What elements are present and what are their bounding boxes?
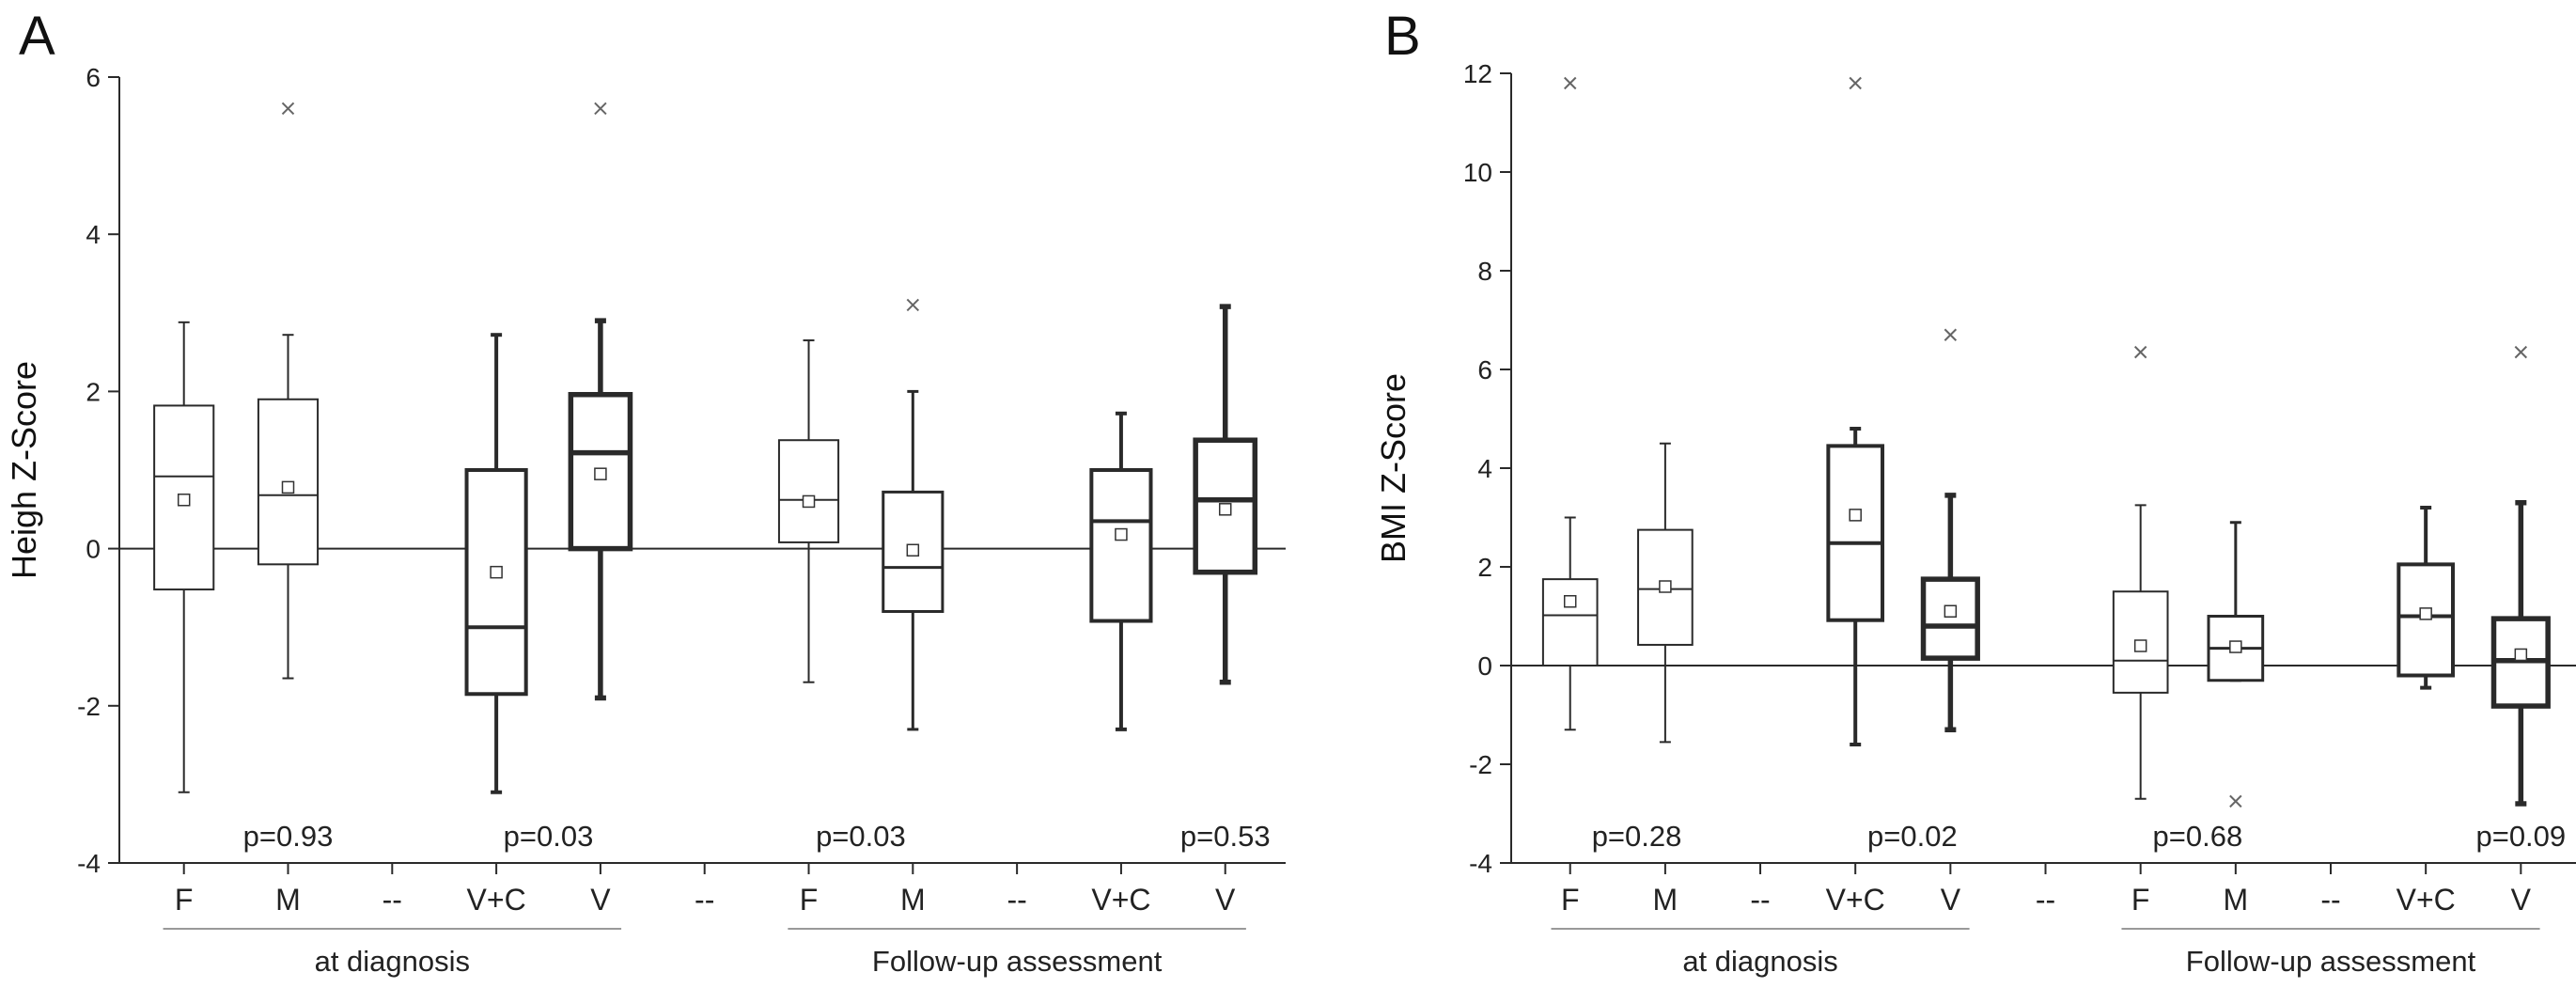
panel-b-box-6-mean-marker: [2419, 607, 2432, 620]
panel-b-box-2-outlier: [1849, 76, 1862, 90]
panel-a-box-1-mean-marker: [281, 480, 295, 494]
panel-a-x-tick-label: V+C: [1091, 883, 1150, 917]
panel-a-box-7-mean-marker: [1218, 503, 1232, 516]
panel-a-box-5-outlier: [906, 298, 920, 312]
panel-b-x-tick-label: V+C: [2396, 883, 2456, 917]
panel-a-y-axis-title: Heigh Z-Score: [5, 361, 43, 579]
panel-a-group-label: at diagnosis: [315, 945, 470, 978]
panel-b-x-tick-label: V: [1941, 883, 1961, 917]
panel-b-box-1-mean-marker: [1659, 580, 1672, 593]
panel-b-box-4-outlier: [2133, 345, 2147, 359]
panel-b-box-0-mean-marker: [1563, 595, 1577, 608]
panel-b-p-value: p=0.28: [1592, 820, 1682, 853]
panel-a-x-tick-label: --: [382, 883, 402, 917]
panel-b-y-tick-label: 10: [1463, 158, 1492, 187]
panel-a-box-4-rect: [777, 439, 840, 543]
panel-b-y-tick-label: 2: [1477, 553, 1492, 582]
panel-a-p-value: p=0.03: [504, 820, 594, 853]
panel-b-box-2-rect: [1826, 444, 1885, 622]
panel-b-box-7-mean-marker: [2514, 648, 2528, 662]
panel-a-y-tick-label: -4: [77, 849, 101, 878]
panel-a-box-4-mean-marker: [802, 494, 816, 509]
panel-b-box-5-outlier: [2229, 794, 2242, 808]
panel-a-y-tick-label: -2: [77, 692, 101, 721]
panel-b-y-tick-label: -4: [1469, 849, 1492, 878]
panel-b-p-value: p=0.09: [2475, 820, 2566, 853]
panel-b-y-axis-title: BMI Z-Score: [1374, 373, 1413, 563]
panel-a-x-tick-label: V: [590, 883, 611, 917]
panel-a-x-tick-label: --: [1007, 883, 1026, 917]
panel-a-x-tick-label: M: [275, 883, 301, 917]
panel-b-y-tick-label: 6: [1477, 355, 1492, 384]
panel-a-label: A: [19, 6, 55, 67]
panel-a-group-label: Follow-up assessment: [872, 945, 1163, 978]
panel-b-p-value: p=0.68: [2153, 820, 2243, 853]
panel-a-box-1-outlier: [281, 102, 295, 116]
panel-a-x-tick-label: M: [900, 883, 926, 917]
panel-b-y-tick-label: 4: [1477, 454, 1492, 483]
panel-b-x-tick-label: V+C: [1826, 883, 1885, 917]
panel-a-box-0-mean-marker: [177, 494, 191, 507]
panel-b-label: B: [1384, 6, 1421, 67]
panel-b-box-3-outlier: [1944, 328, 1958, 341]
panel-b-x-tick-label: --: [1750, 883, 1770, 917]
panel-a-p-value: p=0.03: [816, 820, 906, 853]
panel-a-y-tick-label: 4: [86, 220, 101, 249]
panel-b-box-0-rect: [1541, 578, 1599, 667]
panel-a-box-5-mean-marker: [906, 543, 920, 557]
panel-b-x-tick-label: M: [2224, 883, 2249, 917]
panel-a-box-6-rect: [1089, 468, 1153, 623]
panel-b-group-label: at diagnosis: [1682, 945, 1837, 978]
panel-a-x-tick-label: F: [800, 883, 819, 917]
panel-a-y-tick-label: 0: [86, 535, 101, 564]
panel-b-x-tick-label: F: [1561, 883, 1580, 917]
panel-a-x-tick-label: V: [1215, 883, 1236, 917]
panel-a-x-tick-label: --: [695, 883, 714, 917]
panel-a-p-value: p=0.53: [1180, 820, 1271, 853]
panel-b-box-2-mean-marker: [1849, 509, 1862, 522]
panel-a-x-tick-label: F: [175, 883, 194, 917]
panel-a-box-6-mean-marker: [1115, 527, 1128, 541]
panel-a-y-tick-label: 6: [86, 63, 101, 92]
panel-b-group-label: Follow-up assessment: [2186, 945, 2476, 978]
panel-b-box-7-outlier: [2514, 345, 2528, 359]
panel-a-y-tick-label: 2: [86, 377, 101, 406]
panel-a-p-value: p=0.93: [243, 820, 334, 853]
panel-b-y-tick-label: -2: [1469, 750, 1492, 779]
panel-b-x-tick-label: M: [1653, 883, 1678, 917]
panel-b-x-tick-label: V: [2511, 883, 2532, 917]
panel-a-box-3-outlier: [594, 102, 607, 116]
panel-a-box-3-mean-marker: [594, 467, 607, 480]
panel-b-y-tick-label: 0: [1477, 651, 1492, 681]
panel-a-x-tick-label: V+C: [467, 883, 526, 917]
panel-b-p-value: p=0.02: [1867, 820, 1958, 853]
panel-b-box-3-mean-marker: [1944, 604, 1958, 618]
panel-b-box-0-outlier: [1564, 76, 1577, 90]
panel-a-box-2-rect: [464, 468, 528, 697]
panel-b-box-3-rect: [1920, 576, 1980, 661]
panel-b-y-tick-label: 8: [1477, 257, 1492, 286]
panel-b-box-4-mean-marker: [2133, 639, 2147, 652]
panel-b-x-tick-label: F: [2131, 883, 2150, 917]
panel-b-box-5-mean-marker: [2229, 640, 2242, 653]
panel-a-box-2-mean-marker: [490, 565, 503, 579]
panel-b-x-tick-label: --: [2036, 883, 2055, 917]
panel-b-x-tick-label: --: [2320, 883, 2340, 917]
panel-b-y-tick-label: 12: [1463, 59, 1492, 88]
